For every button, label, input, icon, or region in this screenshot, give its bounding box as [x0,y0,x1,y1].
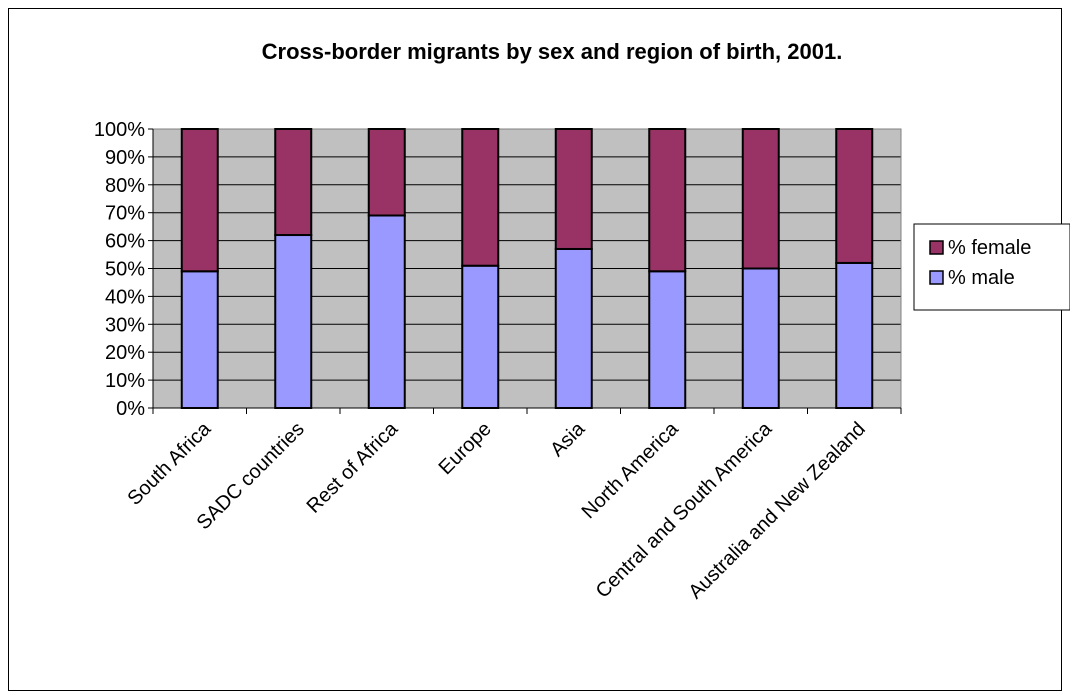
bar-segment-male [367,214,406,409]
legend-label: % male [948,267,1015,289]
y-tick-label: 0% [116,398,145,420]
bar-segment-female [274,128,313,237]
legend-swatch [929,240,944,255]
legend: % female % male [913,223,1070,311]
bar-segment-male [648,270,687,410]
y-tick-label: 40% [105,286,145,308]
y-tick-label: 60% [105,231,145,253]
bar-segment-female [554,128,593,250]
y-tick-label: 30% [105,314,145,336]
y-tick-label: 100% [94,119,145,141]
chart-title: Cross-border migrants by sex and region … [262,39,843,64]
y-tick-label: 50% [105,259,145,281]
bar-segment-female [648,128,687,273]
legend-box [913,223,1070,311]
bar-segment-female [461,128,500,267]
bar-segment-female [741,128,780,270]
bar-segment-male [554,247,593,409]
y-tick-label: 70% [105,203,145,225]
y-tick-label: 90% [105,147,145,169]
y-tick-label: 80% [105,175,145,197]
bar-segment-female [835,128,874,264]
bar-segment-female [367,128,406,217]
y-tick-label: 20% [105,342,145,364]
bar-segment-male [835,261,874,410]
bar-segment-female [180,128,219,273]
plot-area [152,128,902,410]
bar-segment-male [180,270,219,410]
bar-segment-male [741,267,780,409]
y-tick-label: 10% [105,370,145,392]
bar-segment-male [274,234,313,409]
legend-label: % female [948,237,1031,259]
legend-swatch [929,270,944,285]
bar-segment-male [461,264,500,409]
